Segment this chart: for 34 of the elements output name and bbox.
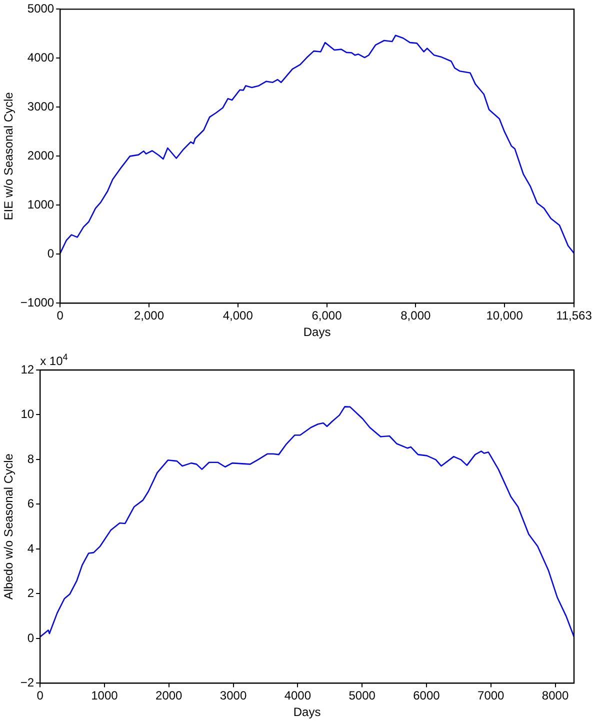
- x-tick-label: 10,000: [486, 308, 524, 323]
- y-tick-label: 5000: [27, 2, 54, 16]
- y-tick-label: 2000: [27, 148, 54, 163]
- x-tick-label: 2000: [156, 688, 183, 703]
- x-tick-label: 0: [56, 308, 64, 323]
- x-tick-label: 3000: [220, 688, 247, 703]
- y-tick-label: 3000: [27, 100, 54, 114]
- x-axis-title: Days: [293, 705, 321, 720]
- y-tick-label: 10: [20, 407, 34, 422]
- x-tick-label: 8000: [542, 688, 569, 703]
- x-tick-label: 4000: [284, 688, 312, 703]
- y-tick-label: 2: [27, 586, 34, 600]
- y-tick-label: −1000: [20, 296, 54, 310]
- x-tick-label: 1000: [91, 688, 118, 703]
- x-tick-label: 4,000: [222, 308, 254, 323]
- y-tick-label: 0: [27, 630, 34, 645]
- y-tick-label: 8: [27, 452, 34, 466]
- x-tick-label: 6,000: [312, 308, 342, 323]
- x-tick-label: 7000: [478, 688, 505, 703]
- y-tick-label: −2: [20, 676, 34, 690]
- y-tick-label: 6: [27, 496, 34, 511]
- y-tick-label: 0: [47, 246, 54, 261]
- y-tick-label: 4: [27, 541, 34, 556]
- x-tick-label: 11,563: [556, 308, 592, 323]
- x-tick-label: 5000: [348, 688, 376, 703]
- y-axis-title: Albedo w/o Seasonal Cycle: [2, 453, 16, 600]
- y-tick-label: 1000: [27, 198, 54, 212]
- x-axis-title: Days: [303, 325, 331, 340]
- x-tick-label: 2,000: [134, 308, 164, 323]
- x-tick-label: 8,000: [400, 308, 431, 323]
- y-axis-title: EIE w/o Seasonal Cycle: [2, 92, 16, 220]
- y-tick-label: 4000: [27, 50, 54, 65]
- y-tick-label: 12: [20, 362, 34, 376]
- x-tick-label: 6000: [413, 688, 440, 703]
